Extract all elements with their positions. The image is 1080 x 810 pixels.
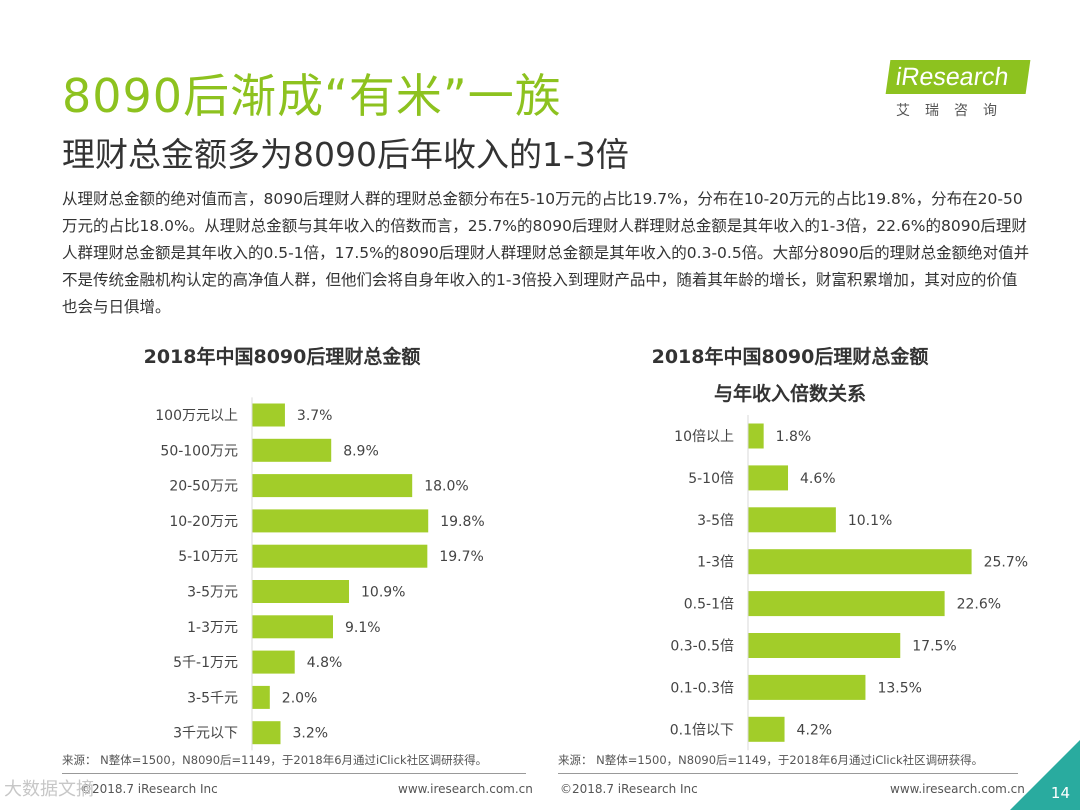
chart2-value-label: 4.2%	[797, 722, 833, 738]
chart1-bar	[252, 650, 295, 674]
chart2-category-label: 5-10倍	[688, 471, 734, 487]
iresearch-logo: iResearch 艾瑞咨询	[885, 58, 1038, 119]
chart1-bar	[252, 721, 281, 745]
chart1-bar	[252, 615, 333, 639]
chart2-value-label: 25.7%	[984, 555, 1028, 571]
chart2-value-label: 17.5%	[912, 639, 956, 655]
chart2-category-label: 0.3-0.5倍	[670, 639, 734, 655]
footer-divider-right	[558, 773, 1018, 774]
chart2-bar	[748, 549, 972, 575]
chart1-category-label: 1-3万元	[187, 620, 238, 636]
footer-url-left[interactable]: www.iresearch.com.cn	[398, 782, 533, 796]
chart2-category-label: 3-5倍	[697, 513, 734, 529]
chart1-category-label: 20-50万元	[169, 479, 238, 495]
chart1-category-label: 100万元以上	[155, 408, 238, 424]
chart1-bar	[252, 509, 429, 533]
chart1-bar	[252, 403, 285, 427]
chart2-title-line1: 2018年中国8090后理财总金额	[651, 346, 929, 368]
chart1-bar	[252, 474, 413, 498]
chart1-category-label: 5-10万元	[178, 549, 238, 565]
chart2-bar	[748, 633, 901, 658]
watermark: 大数据文摘	[4, 779, 94, 800]
chart1-bar	[252, 544, 428, 568]
chart2-category-label: 0.1-0.3倍	[670, 680, 734, 696]
footer-url-right[interactable]: www.iresearch.com.cn	[890, 782, 1025, 796]
chart1-category-label: 50-100万元	[160, 443, 238, 459]
chart1-value-label: 19.8%	[440, 514, 484, 530]
corner-decoration	[1010, 740, 1080, 810]
chart2-title-line2: 与年收入倍数关系	[713, 383, 866, 405]
chart1-value-label: 3.2%	[292, 726, 328, 742]
chart2-category-label: 1-3倍	[697, 555, 734, 571]
chart2-value-label: 4.6%	[800, 471, 836, 487]
chart1-title: 2018年中国8090后理财总金额	[143, 346, 421, 368]
chart1-category-label: 3-5千元	[187, 690, 238, 706]
chart1-bar	[252, 685, 270, 709]
chart1-category-label: 5千-1万元	[173, 655, 238, 671]
chart1-category-label: 3-5万元	[187, 585, 238, 601]
chart2-bar	[748, 674, 866, 700]
chart1-value-label: 9.1%	[345, 620, 381, 636]
chart1-value-label: 2.0%	[282, 690, 318, 706]
chart2-bar	[748, 591, 945, 617]
chart2-value-label: 10.1%	[848, 513, 892, 529]
footer-copyright-left: ©2018.7 iResearch Inc	[80, 782, 218, 796]
body-paragraph: 从理财总金额的绝对值而言，8090后理财人群的理财总金额分布在5-10万元的占比…	[62, 190, 1030, 316]
chart1-category-label: 3千元以下	[173, 726, 238, 742]
chart1-value-label: 19.7%	[439, 549, 483, 565]
chart2-bar	[748, 507, 836, 533]
page-number: 14	[1050, 784, 1070, 802]
chart2-value-label: 13.5%	[877, 680, 921, 696]
chart1-bar	[252, 580, 350, 603]
footer-copyright-right: ©2018.7 iResearch Inc	[560, 782, 698, 796]
chart1-value-label: 3.7%	[297, 408, 333, 424]
chart1-bar	[252, 438, 332, 462]
chart1-value-label: 4.8%	[307, 655, 343, 671]
chart2-value-label: 22.6%	[957, 597, 1001, 613]
chart2-category-label: 0.1倍以下	[670, 722, 734, 738]
chart2-category-label: 10倍以上	[674, 429, 734, 445]
chart1-value-label: 18.0%	[424, 479, 468, 495]
chart2-value-label: 1.8%	[776, 429, 812, 445]
page-subtitle: 理财总金额多为8090后年收入的1-3倍	[62, 135, 629, 174]
logo-cn: 艾瑞咨询	[896, 103, 1012, 119]
page-title: 8090后渐成“有米”一族	[62, 69, 562, 123]
chart2-bar	[748, 716, 785, 742]
chart2-bar	[748, 465, 789, 491]
source-right: 来源： N整体=1500，N8090后=1149，于2018年6月通过iClic…	[558, 753, 984, 767]
chart1-value-label: 10.9%	[361, 585, 405, 601]
footer-divider-left	[62, 773, 526, 774]
chart2-category-label: 0.5-1倍	[684, 597, 734, 613]
chart2-bar	[748, 423, 764, 449]
source-left: 来源： N整体=1500，N8090后=1149，于2018年6月通过iClic…	[62, 753, 488, 767]
chart1-value-label: 8.9%	[343, 443, 379, 459]
chart1-category-label: 10-20万元	[169, 514, 238, 530]
